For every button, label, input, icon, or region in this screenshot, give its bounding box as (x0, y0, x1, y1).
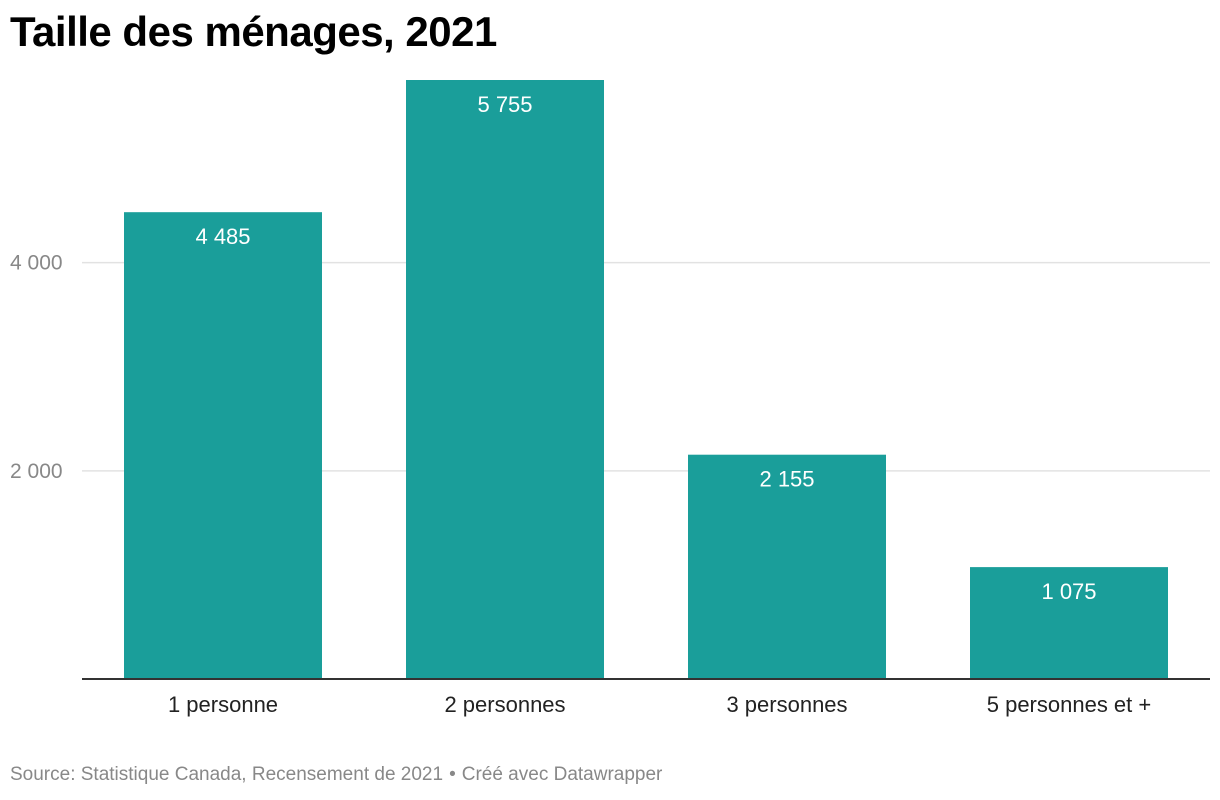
x-category-label: 1 personne (168, 692, 278, 717)
credit-note: Créé avec Datawrapper (461, 764, 663, 785)
bar-value-label: 1 075 (1041, 579, 1096, 604)
bar-value-label: 5 755 (477, 92, 532, 117)
y-tick-label: 4 000 (10, 252, 63, 275)
bar-value-label: 4 485 (195, 224, 250, 249)
x-category-label: 5 personnes et + (987, 692, 1152, 717)
y-tick-label: 2 000 (10, 460, 63, 483)
labels: 2 000 4 000 4 485 1 personne 5 755 2 personne… (10, 92, 1151, 717)
bar (124, 212, 322, 680)
chart-title: Taille des ménages, 2021 (10, 8, 497, 55)
chart-footer: Source: Statistique Canada, Recensement … (10, 764, 662, 786)
x-category-label: 3 personnes (726, 692, 847, 717)
bar (688, 454, 886, 679)
footer-separator: • (449, 764, 456, 785)
bar (970, 567, 1168, 679)
bar (406, 80, 604, 679)
bars (124, 80, 1168, 680)
bar-value-label: 2 155 (759, 467, 814, 492)
source-note: Source: Statistique Canada, Recensement … (10, 764, 444, 785)
x-category-label: 2 personnes (444, 692, 565, 717)
